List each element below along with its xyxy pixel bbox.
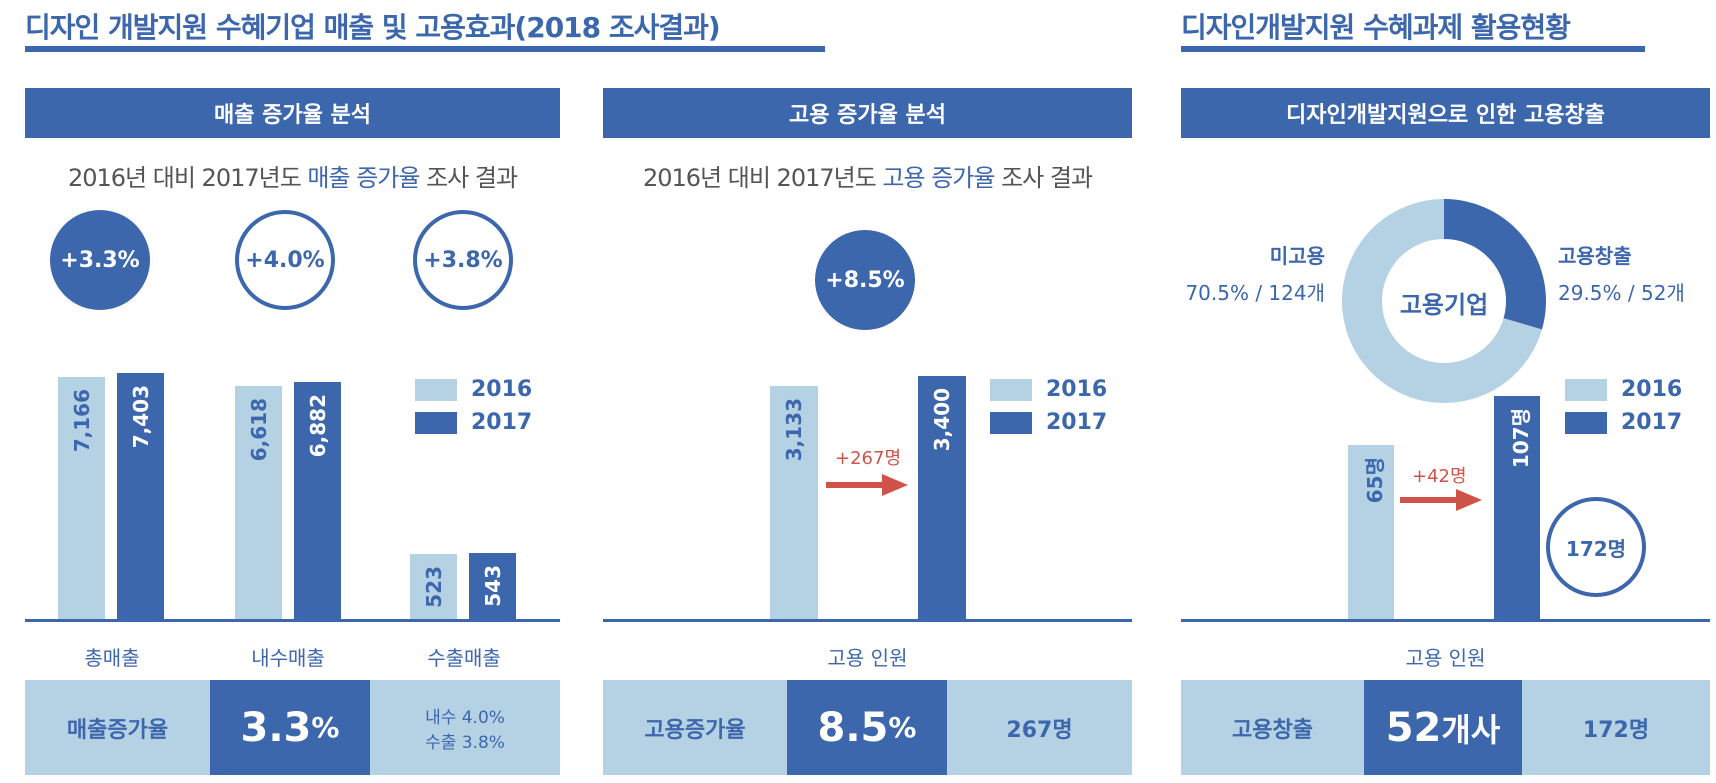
- panel2-subtitle: 2016년 대비 2017년도 고용 증가율 조사 결과: [642, 164, 1093, 192]
- donut-slice-unemployed: [1342, 199, 1542, 403]
- growth-circle-total: +3.3%: [50, 210, 150, 310]
- bar-2017: 3,400: [918, 376, 966, 620]
- panel1-subtitle: 2016년 대비 2017년도 매출 증가율 조사 결과: [67, 164, 518, 192]
- panel2-header: 고용 증가율 분석: [603, 88, 1132, 138]
- bar-2017: 107명: [1494, 396, 1540, 620]
- panel1-header: 매출 증가율 분석: [25, 88, 560, 138]
- sales-bar-chart: 7,166 7,403 6,618 6,882 523 543: [25, 320, 560, 620]
- bar-value-label: 7,403: [128, 385, 153, 449]
- increase-label: +267명: [835, 448, 901, 469]
- summary-value: 8.5%: [787, 680, 947, 775]
- panel2-summary: 고용증가율 8.5% 267명: [603, 680, 1132, 775]
- legend-swatch: [415, 378, 457, 401]
- bar-value-label: 3,133: [782, 397, 806, 462]
- legend-swatch: [1565, 378, 1607, 401]
- category-label: 고용 인원: [1405, 646, 1486, 670]
- arrow-right-icon: [826, 474, 908, 496]
- summary-right: 172명: [1582, 717, 1650, 743]
- increase-label: +42명: [1412, 466, 1467, 487]
- legend-swatch: [415, 411, 457, 434]
- employment-donut-chart: [1342, 199, 1546, 403]
- bar-2016: 7,166: [58, 377, 105, 620]
- employment-bar-chart: 3,133 3,400: [603, 320, 1132, 620]
- panel1-summary: 매출증가율 3.3% 내수 4.0% 수출 3.8%: [25, 680, 560, 775]
- bar-value-label: 523: [421, 566, 446, 609]
- bar-value-label: 65명: [1363, 457, 1387, 504]
- bar-value-label: 7,166: [69, 389, 94, 453]
- arrow-right-icon: [1400, 489, 1482, 511]
- category-label: 총매출: [84, 646, 140, 670]
- category-label: 내수매출: [251, 646, 325, 670]
- total-jobs-circle: 172명: [1546, 497, 1646, 597]
- bar-2016: 65명: [1348, 445, 1394, 620]
- legend-2017: 2017: [990, 410, 1107, 435]
- main-title-right: 디자인개발지원 수혜과제 활용현황: [1181, 11, 1571, 44]
- job-creation-bar-chart: 65명 107명: [1181, 320, 1710, 620]
- summary-label: 매출증가율: [66, 717, 169, 743]
- legend-2017: 2017: [415, 410, 532, 435]
- bar-value-label: 543: [480, 565, 505, 607]
- summary-value: 52 개사: [1364, 680, 1522, 775]
- category-label: 수출매출: [427, 646, 501, 670]
- bar-2017: 543: [469, 553, 516, 620]
- bar-2017: 7,403: [117, 373, 164, 620]
- bar-2016: 6,618: [235, 386, 282, 620]
- bar-value-label: 3,400: [930, 388, 954, 452]
- legend-2016: 2016: [990, 377, 1107, 402]
- summary-label: 고용증가율: [644, 717, 746, 743]
- title-underline: [1181, 46, 1645, 52]
- legend-swatch: [990, 411, 1032, 434]
- bar-value-label: 6,882: [305, 393, 330, 458]
- bar-value-label: 107명: [1509, 408, 1533, 469]
- panel3-summary: 고용창출 52 개사 172명: [1181, 680, 1710, 775]
- donut-slice-employed: [1444, 199, 1546, 330]
- donut-label-unemployed: 미고용 70.5% / 124개: [1185, 244, 1325, 305]
- title-underline: [25, 46, 825, 52]
- bar-2016: 3,133: [770, 385, 818, 620]
- baseline: [25, 619, 560, 622]
- summary-value: 3.3%: [210, 680, 370, 775]
- legend-swatch: [1565, 411, 1607, 434]
- bar-2016: 523: [410, 554, 457, 620]
- donut-label-employed: 고용창출 29.5% / 52개: [1558, 244, 1685, 305]
- legend-2016: 2016: [1565, 377, 1682, 402]
- main-title-left: 디자인 개발지원 수혜기업 매출 및 고용효과(2018 조사결과): [25, 11, 721, 44]
- legend-swatch: [990, 378, 1032, 401]
- donut-center-label: 고용기업: [1399, 291, 1489, 319]
- growth-circle-employment: +8.5%: [815, 230, 915, 330]
- growth-circle-export: +3.8%: [413, 210, 513, 310]
- baseline: [603, 619, 1132, 622]
- panel3-header: 디자인개발지원으로 인한 고용창출: [1181, 88, 1710, 138]
- legend-2016: 2016: [415, 377, 532, 402]
- bar-2017: 6,882: [294, 381, 341, 620]
- category-label: 고용 인원: [827, 646, 908, 670]
- summary-label: 고용창출: [1232, 717, 1313, 743]
- bar-value-label: 6,618: [246, 398, 271, 462]
- summary-right: 267명: [1006, 717, 1073, 743]
- growth-circle-domestic: +4.0%: [235, 210, 335, 310]
- summary-notes: 내수 4.0% 수출 3.8%: [425, 707, 505, 753]
- baseline: [1181, 619, 1710, 622]
- legend-2017: 2017: [1565, 410, 1682, 435]
